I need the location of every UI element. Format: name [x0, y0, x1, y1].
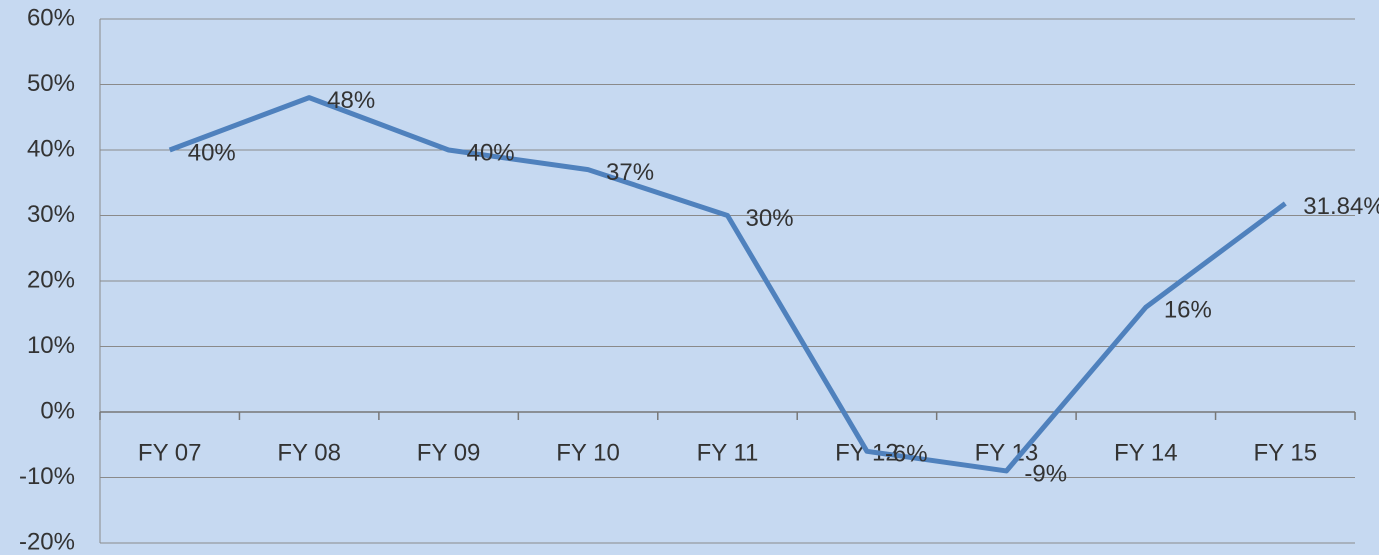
- x-tick-label: FY 07: [138, 439, 202, 466]
- data-label: 16%: [1164, 297, 1212, 324]
- y-tick-label: 60%: [27, 4, 75, 31]
- data-label: 37%: [606, 159, 654, 186]
- data-label: 48%: [327, 87, 375, 114]
- y-tick-label: 0%: [40, 397, 75, 424]
- x-tick-label: FY 11: [697, 439, 759, 466]
- data-label: 30%: [746, 205, 794, 232]
- y-tick-label: 50%: [27, 70, 75, 97]
- line: [168, 95, 1287, 474]
- y-tick-label: 20%: [27, 266, 75, 293]
- y-tick-label: -20%: [19, 528, 75, 555]
- y-tick-label: 30%: [27, 201, 75, 228]
- x-tick-label: FY 15: [1253, 439, 1317, 466]
- data-label: 31.84%: [1303, 193, 1379, 220]
- y-tick-label: -10%: [19, 463, 75, 490]
- data-label: 40%: [467, 139, 515, 166]
- x-tick-label: FY 10: [556, 439, 620, 466]
- x-tick-label: FY 08: [277, 439, 341, 466]
- data-label: -9%: [1024, 460, 1067, 487]
- data-label: 40%: [188, 139, 236, 166]
- x-tick-label: FY 14: [1114, 439, 1178, 466]
- y-tick-label: 10%: [27, 332, 75, 359]
- x-tick-label: FY 09: [417, 439, 481, 466]
- y-tick-label: 40%: [27, 135, 75, 162]
- data-label: -6%: [885, 441, 928, 468]
